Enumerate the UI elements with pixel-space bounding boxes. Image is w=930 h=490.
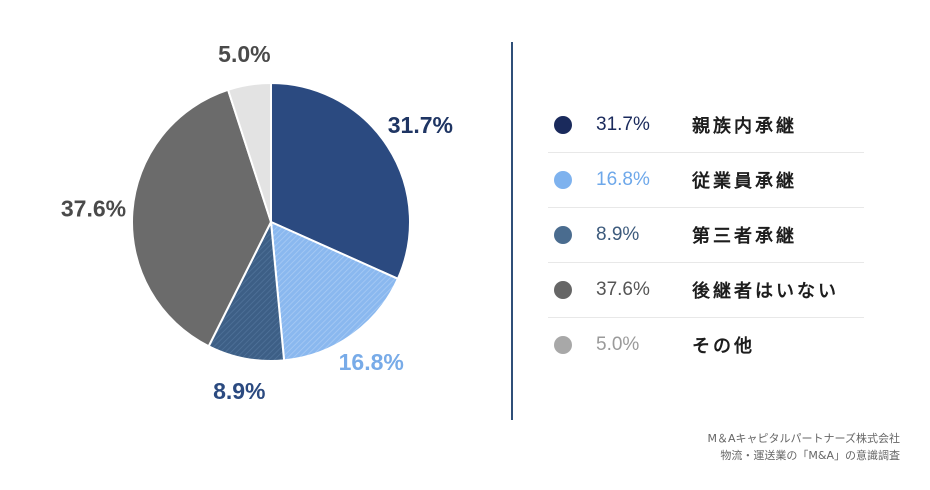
source-survey: 物流・運送業の「M&A」の意識調査	[720, 449, 900, 462]
pie-slice	[131, 88, 273, 348]
legend-label: 第三者承継	[692, 226, 797, 247]
legend-dot-icon	[554, 226, 572, 244]
legend-label: 後継者はいない	[692, 281, 839, 302]
pie-slice	[226, 81, 272, 223]
legend-label: 従業員承継	[692, 171, 797, 192]
legend-percent: 5.0%	[596, 334, 640, 355]
pie-chart: 31.7% 16.8% 8.9% 37.6% 5.0%	[61, 41, 453, 404]
legend-percent: 31.7%	[596, 114, 650, 135]
legend-item: 31.7% 親族内承継	[548, 98, 864, 153]
legend-item: 37.6% 後継者はいない	[548, 263, 864, 318]
pie-slice	[269, 220, 400, 362]
slice-label: 37.6%	[61, 196, 126, 222]
legend-item: 5.0% その他	[548, 318, 864, 372]
legend-dot-icon	[554, 281, 572, 299]
slice-label: 8.9%	[213, 378, 265, 404]
legend-percent: 16.8%	[596, 169, 650, 190]
source-company: M＆Aキャピタルパートナーズ株式会社	[707, 432, 900, 445]
divider	[511, 42, 513, 420]
source-note: M＆Aキャピタルパートナーズ株式会社 物流・運送業の「M&A」の意識調査	[708, 430, 900, 464]
legend-dot-icon	[554, 171, 572, 189]
legend-item: 8.9% 第三者承継	[548, 208, 864, 263]
slice-label: 16.8%	[339, 349, 404, 375]
slice-label: 5.0%	[218, 41, 270, 67]
pie-slice	[270, 81, 411, 281]
legend-percent: 37.6%	[596, 279, 650, 300]
legend-item: 16.8% 従業員承継	[548, 153, 864, 208]
legend-label: その他	[692, 336, 755, 357]
legend-dot-icon	[554, 336, 572, 354]
legend: 31.7% 親族内承継 16.8% 従業員承継 8.9% 第三者承継 37.6%…	[548, 98, 864, 372]
legend-percent: 8.9%	[596, 224, 640, 245]
slice-label: 31.7%	[388, 112, 453, 138]
legend-dot-icon	[554, 116, 572, 134]
legend-label: 親族内承継	[692, 116, 797, 137]
